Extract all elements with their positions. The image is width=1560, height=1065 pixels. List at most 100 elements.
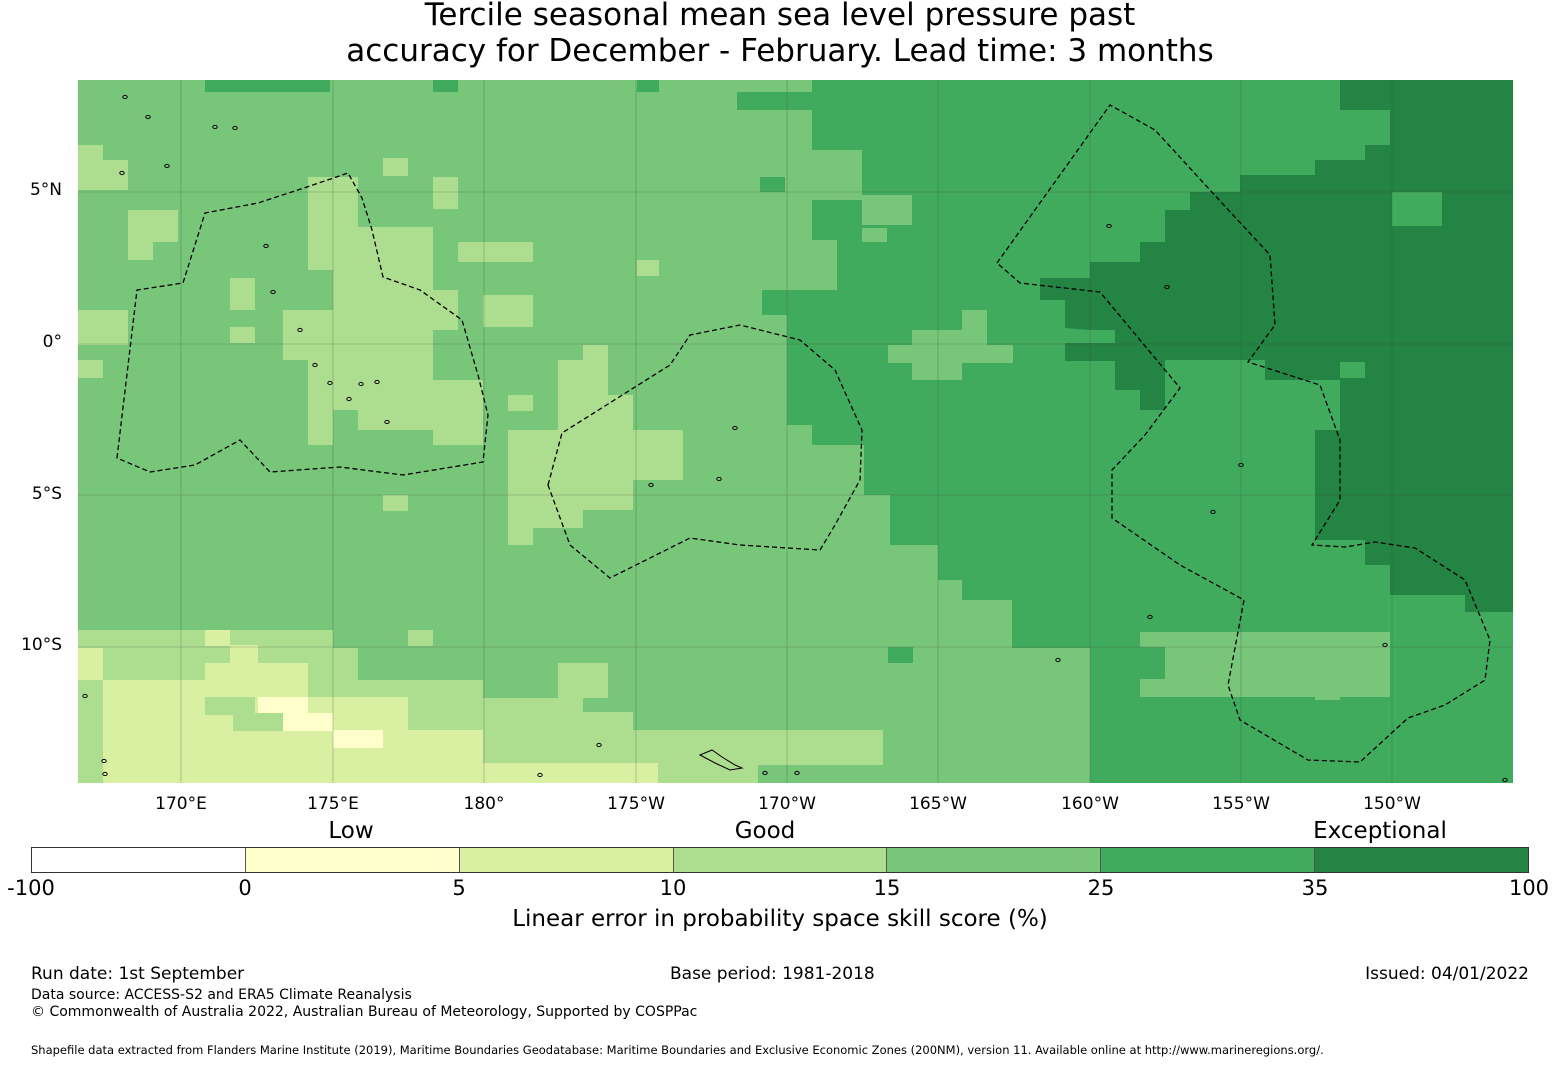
skill-patch [637, 260, 659, 276]
longitude-label: 175°E [307, 794, 359, 814]
skill-patch [78, 595, 208, 630]
colorbar-swatch [245, 848, 460, 872]
longitude-label: 155°W [1212, 794, 1270, 814]
skill-patch [888, 647, 913, 663]
island [732, 425, 738, 431]
skill-patch [637, 80, 659, 92]
base-period: Base period: 1981-2018 [670, 964, 875, 984]
eez-boundary [996, 104, 1491, 763]
skill-patch [1340, 362, 1365, 378]
colorbar-swatch [673, 848, 888, 872]
colorbar-tick-label: 0 [238, 876, 252, 900]
island [263, 243, 269, 249]
colorbar-swatch [32, 848, 246, 872]
island [327, 380, 333, 386]
skill-patch [205, 697, 255, 715]
map-graticule [78, 80, 1513, 783]
island [1382, 642, 1388, 648]
colorbar-tick-label: 25 [1087, 876, 1115, 900]
island [145, 114, 151, 120]
longitude-label: 150°W [1363, 794, 1421, 814]
colorbar-tick-label: 5 [452, 876, 466, 900]
latitude-label: 5°S [31, 484, 62, 504]
island [358, 381, 364, 387]
longitude-label: 180° [463, 794, 505, 814]
skill-patch [458, 242, 533, 262]
skill-patch [128, 210, 178, 242]
island [596, 742, 602, 748]
map-title-line-2: accuracy for December - February. Lead t… [346, 33, 1214, 69]
longitude-label: 175°W [607, 794, 665, 814]
skill-patch [1165, 632, 1265, 697]
skill-patch [78, 648, 103, 680]
copyright: © Commonwealth of Australia 2022, Austra… [31, 1004, 698, 1020]
skill-patch [862, 195, 912, 225]
longitude-label: 165°W [909, 794, 967, 814]
latitude-label: 0° [42, 332, 62, 352]
colorbar-tick-label: 15 [873, 876, 901, 900]
eez-boundary [116, 172, 489, 476]
skill-patch [283, 713, 333, 731]
map-color-patches [78, 80, 1513, 783]
island [101, 758, 107, 764]
island [698, 749, 744, 771]
colorbar-tick-label: 100 [1508, 876, 1550, 900]
skill-patch [862, 228, 887, 242]
latitude-label: 10°S [21, 635, 62, 655]
category-good: Good [734, 818, 796, 844]
colorbar-tick-label: 35 [1301, 876, 1329, 900]
category-low: Low [328, 818, 374, 844]
skill-patch [683, 712, 758, 730]
skill-patch [258, 697, 308, 713]
island [164, 163, 170, 169]
island [762, 770, 768, 776]
skill-patch [383, 495, 408, 511]
skill-patch [78, 360, 103, 378]
skill-patch [737, 92, 812, 110]
run-date: Run date: 1st September [31, 964, 245, 984]
island [384, 419, 390, 425]
skill-patch [1140, 647, 1165, 679]
colorbar-swatch [887, 848, 1102, 872]
skill-patch [558, 663, 608, 698]
skill-patch [1065, 343, 1115, 361]
island [82, 693, 88, 699]
skill-patch [233, 713, 283, 731]
skill-patch [383, 158, 408, 176]
island [537, 772, 543, 778]
skill-patch [758, 765, 888, 783]
colorbar-tick-label: 10 [659, 876, 687, 900]
island [648, 482, 654, 488]
colorbar-swatch [459, 848, 674, 872]
island [122, 94, 128, 100]
eez-boundary [547, 324, 863, 579]
island [297, 327, 303, 333]
skill-patch [483, 763, 658, 783]
island-coastlines [82, 94, 1508, 783]
longitude-label: 170°W [758, 794, 816, 814]
issued-date: Issued: 04/01/2022 [1365, 964, 1529, 984]
skill-patch [508, 395, 533, 411]
skill-patch [78, 145, 128, 190]
skill-patch [433, 177, 458, 209]
longitude-label: 160°W [1061, 794, 1119, 814]
island [1502, 777, 1508, 783]
skill-patch [408, 630, 433, 646]
island [270, 289, 276, 295]
longitude-label: 170°E [155, 794, 207, 814]
island [794, 770, 800, 776]
island [1055, 657, 1061, 663]
skill-patch [230, 278, 255, 310]
island [312, 362, 318, 368]
skill-patch [230, 327, 255, 343]
island [1106, 223, 1112, 229]
skill-patch [912, 330, 962, 380]
skill-patch [333, 730, 383, 748]
island [716, 476, 722, 482]
skill-patch [962, 310, 987, 350]
skill-patch [1090, 700, 1513, 783]
island [119, 170, 125, 176]
skill-patch [205, 80, 330, 92]
category-exceptional: Exceptional [1313, 818, 1447, 844]
colorbar-swatch [1315, 848, 1529, 872]
